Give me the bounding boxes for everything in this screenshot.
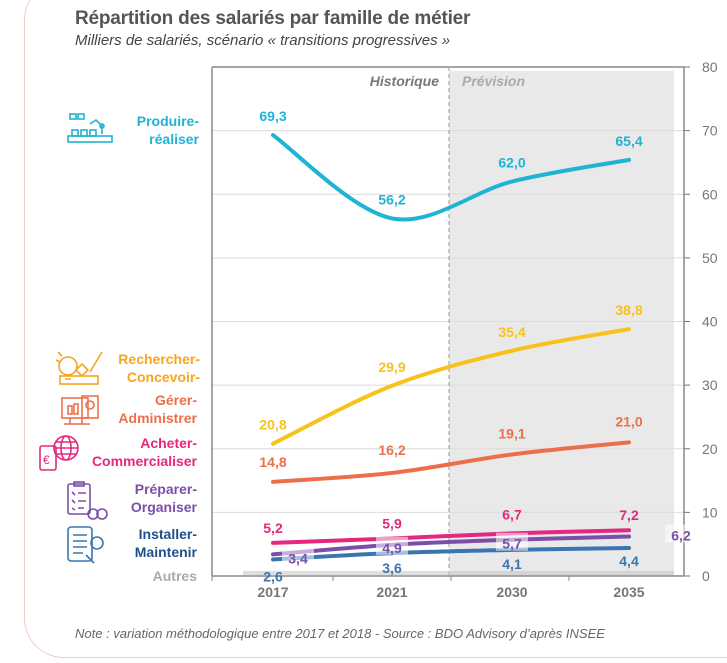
data-label: 5,7 xyxy=(502,536,522,552)
svg-text:€: € xyxy=(43,453,50,467)
data-label: 4,4 xyxy=(619,553,639,569)
data-label: 5,2 xyxy=(263,520,283,536)
legend-label: Organiser xyxy=(130,499,197,515)
legend-label: Préparer- xyxy=(134,481,197,497)
data-label: 4,9 xyxy=(382,540,402,556)
data-label: 16,2 xyxy=(378,442,405,458)
data-label: 19,1 xyxy=(498,425,525,441)
chart-title: Répartition des salariés par famille de … xyxy=(75,8,471,29)
data-label-bg xyxy=(665,524,697,543)
series-line-3 xyxy=(271,528,631,545)
y-tick-label: 40 xyxy=(702,314,718,330)
region-label-prevision: Prévision xyxy=(462,73,525,89)
data-label: 56,2 xyxy=(378,191,405,207)
data-label: 2,6 xyxy=(263,568,283,584)
legend-label: Installer- xyxy=(138,526,197,542)
data-label: 5,9 xyxy=(382,515,402,531)
series-line-1 xyxy=(271,327,631,446)
region-label-historique: Historique xyxy=(370,73,439,89)
y-tick-label: 70 xyxy=(702,123,718,139)
x-tick-label: 2030 xyxy=(496,584,527,600)
data-label: 6,2 xyxy=(671,528,691,544)
x-tick-label: 2035 xyxy=(613,584,644,600)
y-tick-label: 10 xyxy=(702,504,718,520)
legend-label: réaliser xyxy=(149,131,199,147)
legend-label: Acheter- xyxy=(140,435,197,451)
lightbulb-design-icon xyxy=(55,351,103,385)
data-label-bg xyxy=(376,536,408,555)
legend-label: Maintenir xyxy=(134,544,197,560)
tablet-globe-euro-icon: € xyxy=(39,435,79,471)
data-label: 35,4 xyxy=(498,324,525,340)
series-line-2 xyxy=(271,440,631,484)
legend-produire: Produire- réaliser xyxy=(137,112,199,148)
data-label-bg xyxy=(496,532,528,551)
legend-acheter: Acheter- Commercialiser xyxy=(92,434,197,470)
y-tick-label: 30 xyxy=(702,377,718,393)
series-line-4 xyxy=(271,534,631,557)
series-line-autres xyxy=(243,570,674,575)
legend-label: Concevoir- xyxy=(126,369,200,385)
data-label: 4,1 xyxy=(502,556,522,572)
legend-label: Produire- xyxy=(136,113,199,129)
chart-note: Note : variation méthodologique entre 20… xyxy=(75,626,605,641)
legend-label: Administrer xyxy=(118,410,197,426)
data-label-bg xyxy=(282,547,314,566)
legend-rechercher: Rechercher- Concevoir- xyxy=(118,350,200,386)
legend-installer: Installer- Maintenir xyxy=(135,525,197,561)
forecast-region xyxy=(449,71,674,576)
y-tick-label: 80 xyxy=(702,59,718,75)
legend-gerer: Gérer- Administrer xyxy=(118,391,197,427)
data-label: 20,8 xyxy=(259,417,286,433)
y-tick-label: 0 xyxy=(702,568,710,584)
chart-subtitle: Milliers de salariés, scénario « transit… xyxy=(75,32,451,49)
legend-label: Commercialiser xyxy=(91,453,197,469)
y-tick-label: 20 xyxy=(702,441,718,457)
factory-robot-icon xyxy=(67,113,113,143)
legend-label: Gérer- xyxy=(154,392,197,408)
legend-label: Rechercher- xyxy=(118,351,200,367)
x-tick-label: 2021 xyxy=(376,584,407,600)
x-tick-label: 2017 xyxy=(257,584,288,600)
data-label: 3,6 xyxy=(382,560,402,576)
monitor-chart-icon xyxy=(61,395,99,425)
legend-label: Autres xyxy=(152,568,197,584)
data-label: 29,9 xyxy=(378,359,405,375)
data-label: 21,0 xyxy=(615,413,642,429)
checklist-gears-icon xyxy=(67,481,108,520)
series-line-5 xyxy=(271,546,631,562)
legend-autres: Autres xyxy=(153,567,197,585)
data-label: 3,4 xyxy=(288,550,308,566)
y-tick-label: 60 xyxy=(702,186,718,202)
legend-preparer: Préparer- Organiser xyxy=(131,480,197,516)
series-line-0 xyxy=(271,133,631,222)
data-label: 7,2 xyxy=(619,507,639,523)
y-tick-label: 50 xyxy=(702,250,718,266)
card-frame xyxy=(24,0,727,658)
data-label: 14,8 xyxy=(259,454,286,470)
data-label: 6,7 xyxy=(502,506,522,522)
data-label: 65,4 xyxy=(615,133,642,149)
tablet-tools-icon xyxy=(67,526,104,564)
data-label: 69,3 xyxy=(259,108,286,124)
data-label: 38,8 xyxy=(615,302,642,318)
data-label: 62,0 xyxy=(498,155,525,171)
